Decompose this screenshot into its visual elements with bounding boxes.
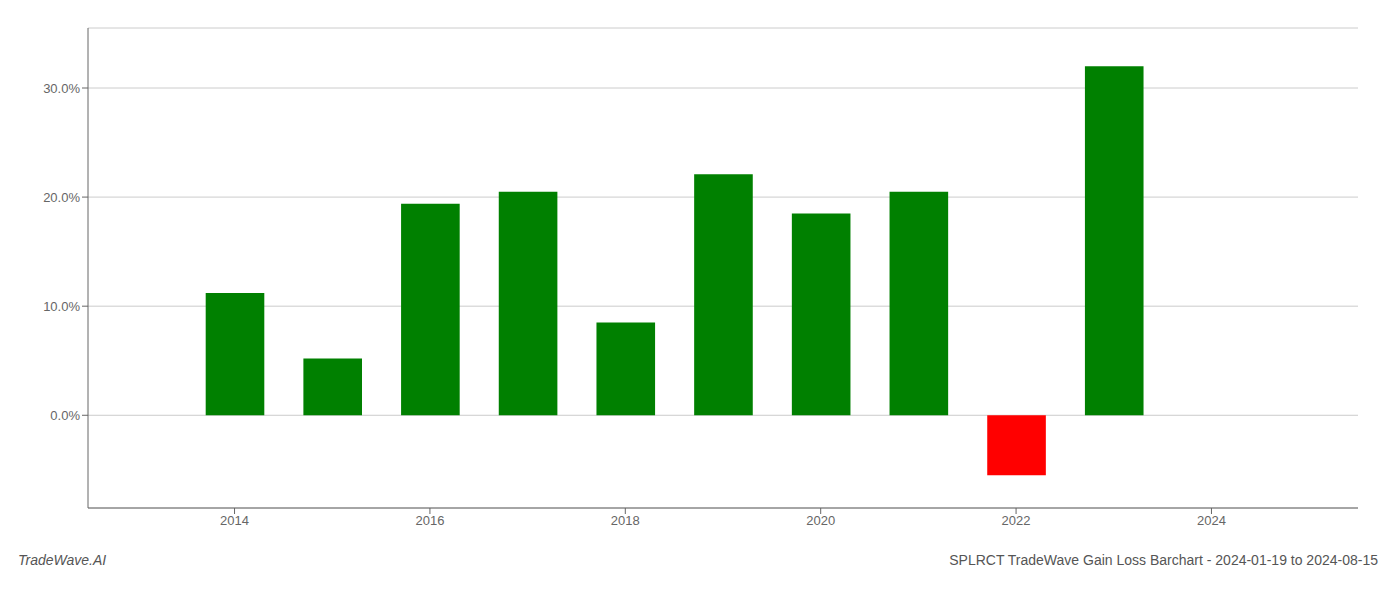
svg-text:10.0%: 10.0% xyxy=(43,299,80,314)
svg-text:2024: 2024 xyxy=(1197,513,1226,528)
svg-text:2018: 2018 xyxy=(611,513,640,528)
svg-text:30.0%: 30.0% xyxy=(43,81,80,96)
svg-text:2016: 2016 xyxy=(415,513,444,528)
svg-text:2014: 2014 xyxy=(220,513,249,528)
svg-text:20.0%: 20.0% xyxy=(43,190,80,205)
svg-text:2022: 2022 xyxy=(1002,513,1031,528)
html-text:SPLRCT TradeWave Gain Loss Bar: SPLRCT TradeWave Gain Loss Barchart - 20… xyxy=(949,552,1378,568)
svg-text:2020: 2020 xyxy=(806,513,835,528)
html-text:TradeWave.AI: TradeWave.AI xyxy=(18,552,107,568)
svg-text:0.0%: 0.0% xyxy=(50,408,80,423)
